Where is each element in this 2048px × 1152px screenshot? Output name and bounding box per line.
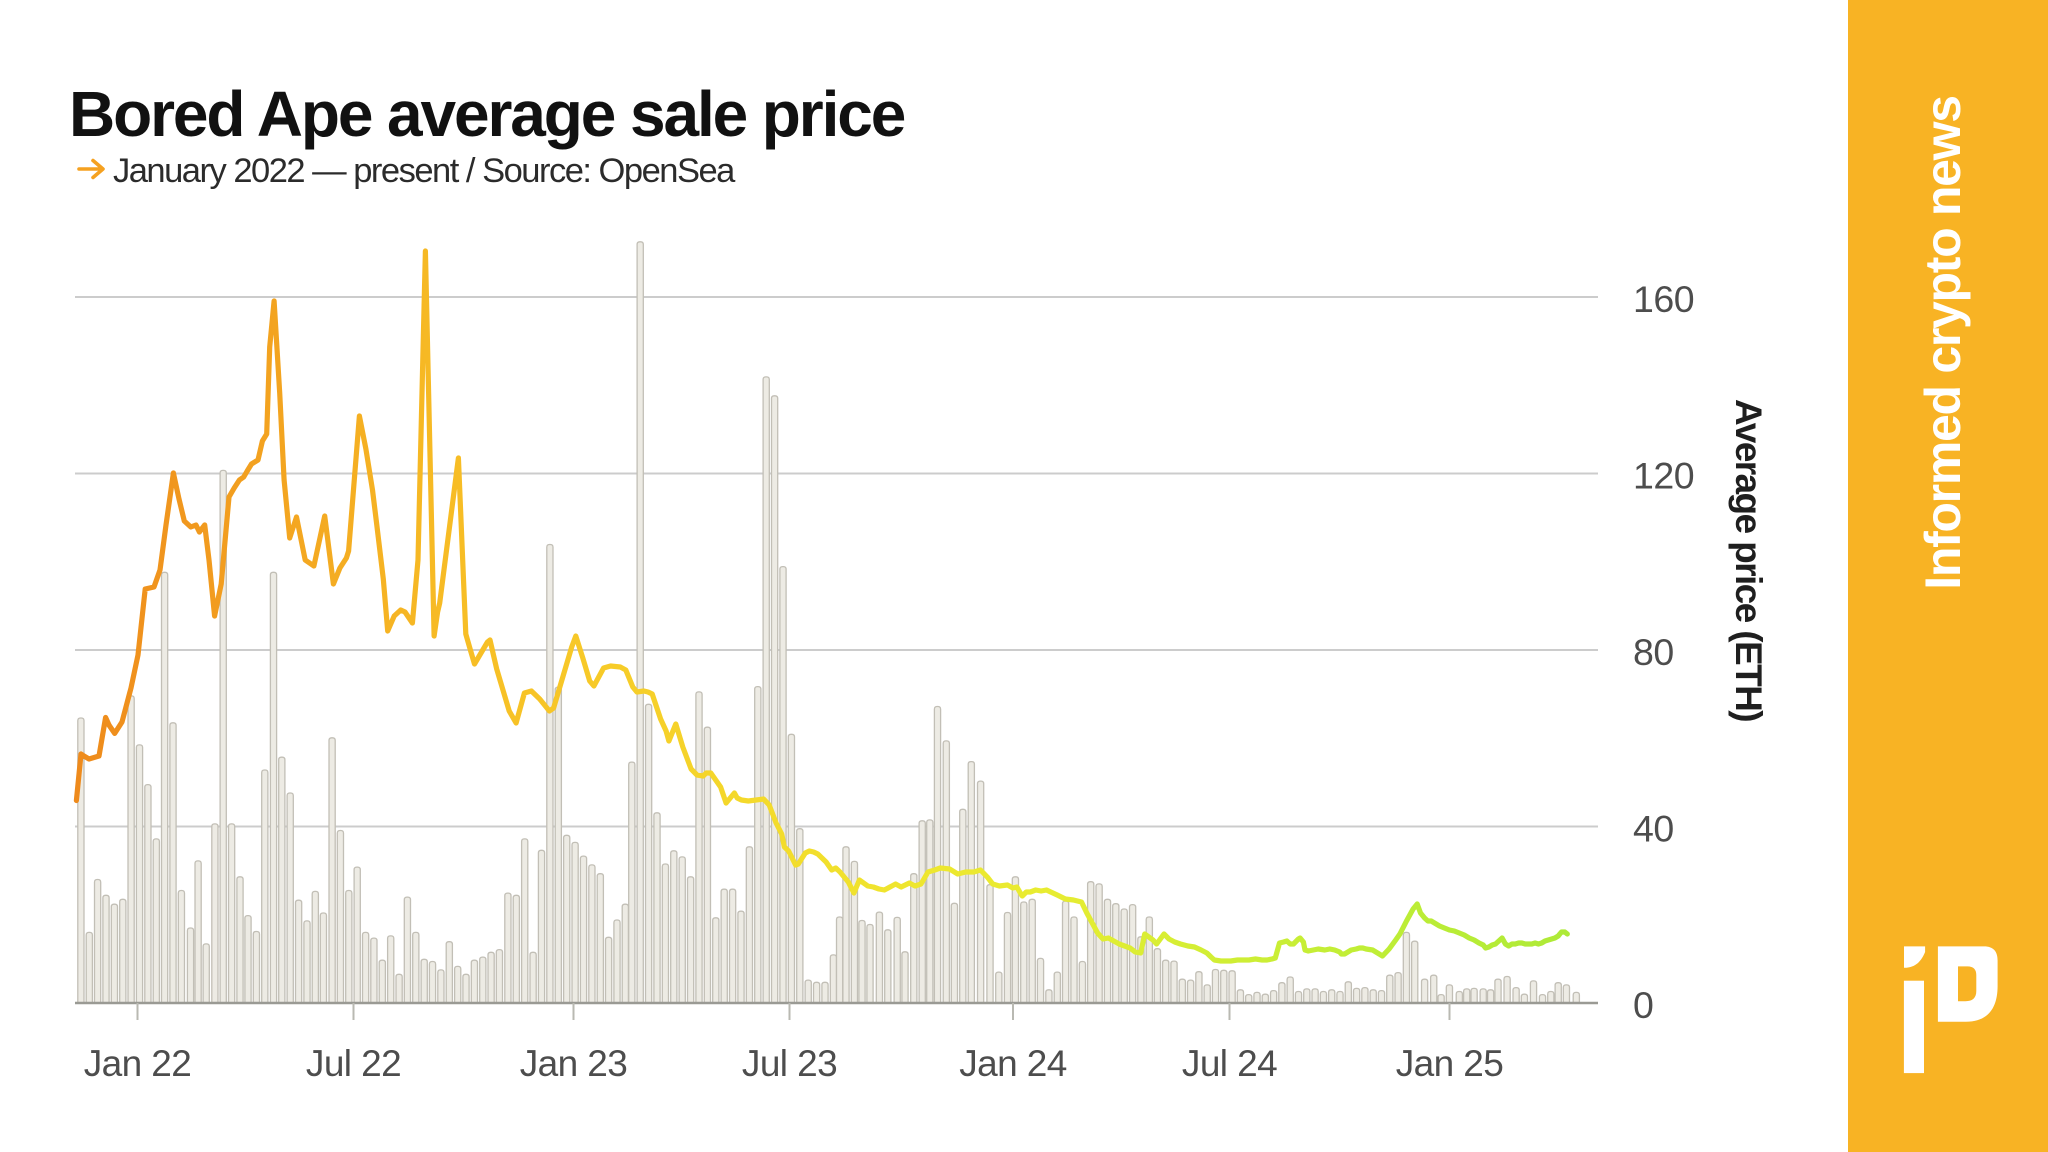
svg-text:Jul 24: Jul 24	[1182, 1043, 1277, 1084]
svg-text:120: 120	[1633, 455, 1694, 497]
svg-text:January 2022 — present / Sourc: January 2022 — present / Source: OpenSea	[113, 152, 736, 190]
svg-text:Informed crypto news: Informed crypto news	[1915, 96, 1971, 590]
svg-text:160: 160	[1633, 278, 1694, 320]
svg-text:Jan 24: Jan 24	[959, 1043, 1067, 1084]
svg-text:Jan 22: Jan 22	[84, 1043, 192, 1084]
svg-text:Jul 23: Jul 23	[742, 1043, 837, 1084]
svg-text:40: 40	[1633, 808, 1674, 850]
svg-text:Jan 25: Jan 25	[1396, 1043, 1504, 1084]
svg-text:Average price (ETH): Average price (ETH)	[1728, 399, 1769, 721]
svg-text:0: 0	[1633, 984, 1653, 1026]
svg-text:Jul 22: Jul 22	[306, 1043, 401, 1084]
svg-text:Jan 23: Jan 23	[520, 1043, 628, 1084]
svg-text:80: 80	[1633, 631, 1674, 673]
svg-text:Bored Ape average sale price: Bored Ape average sale price	[69, 78, 905, 150]
